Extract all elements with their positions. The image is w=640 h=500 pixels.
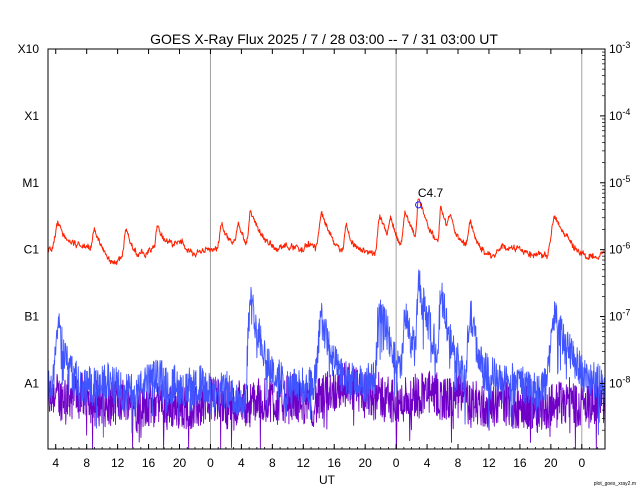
y-right-label: 10-5: [609, 174, 630, 190]
peak-annotation: C4.7: [415, 186, 444, 209]
footer-note: plot_goes_xray2.m: [594, 481, 636, 487]
x-tick-label: 20: [173, 456, 187, 470]
x-tick-label: 4: [52, 456, 59, 470]
series-line-long: [47, 198, 605, 265]
x-tick-label: 0: [393, 456, 400, 470]
y-right-label: 10-4: [609, 107, 630, 123]
y-left-label: B1: [24, 310, 39, 324]
series-line-short-secondary: [47, 362, 606, 450]
x-tick-label: 4: [238, 456, 245, 470]
x-tick-label: 12: [111, 456, 125, 470]
x-tick-label: 20: [359, 456, 373, 470]
y-left-label: X10: [18, 42, 40, 56]
y-right-label: 10-8: [609, 374, 630, 390]
x-axis-label: UT: [319, 473, 336, 487]
series-line-short: [47, 269, 606, 438]
x-tick-label: 4: [424, 456, 431, 470]
axis-ticks: 4 8 12 16 20 0 4 8 12 16 20 0 4 8 12 16 20 0 X10 X1 M1 C1 B1 A1…: [18, 40, 631, 470]
x-tick-label: 8: [269, 456, 276, 470]
x-tick-label: 20: [544, 456, 558, 470]
chart-title: GOES X-Ray Flux 2025 / 7 / 28 03:00 -- 7…: [150, 31, 498, 47]
y-left-label: M1: [22, 176, 39, 190]
peak-marker: [415, 201, 423, 209]
y-right-label: 10-6: [609, 241, 630, 257]
x-tick-label: 12: [297, 456, 311, 470]
y-left-label: X1: [24, 109, 39, 123]
peak-label: C4.7: [418, 186, 444, 200]
x-tick-label: 16: [328, 456, 342, 470]
y-right-label: 10-3: [609, 40, 630, 56]
x-tick-label: 8: [455, 456, 462, 470]
x-tick-label: 16: [142, 456, 156, 470]
data-series: [47, 198, 606, 450]
y-right-label: 10-7: [609, 308, 630, 324]
x-tick-label: 12: [482, 456, 496, 470]
x-tick-label: 16: [513, 456, 527, 470]
x-tick-label: 8: [83, 456, 90, 470]
y-left-label: C1: [24, 243, 40, 257]
x-tick-label: 0: [578, 456, 585, 470]
y-left-label: A1: [24, 376, 39, 390]
x-tick-label: 0: [207, 456, 214, 470]
